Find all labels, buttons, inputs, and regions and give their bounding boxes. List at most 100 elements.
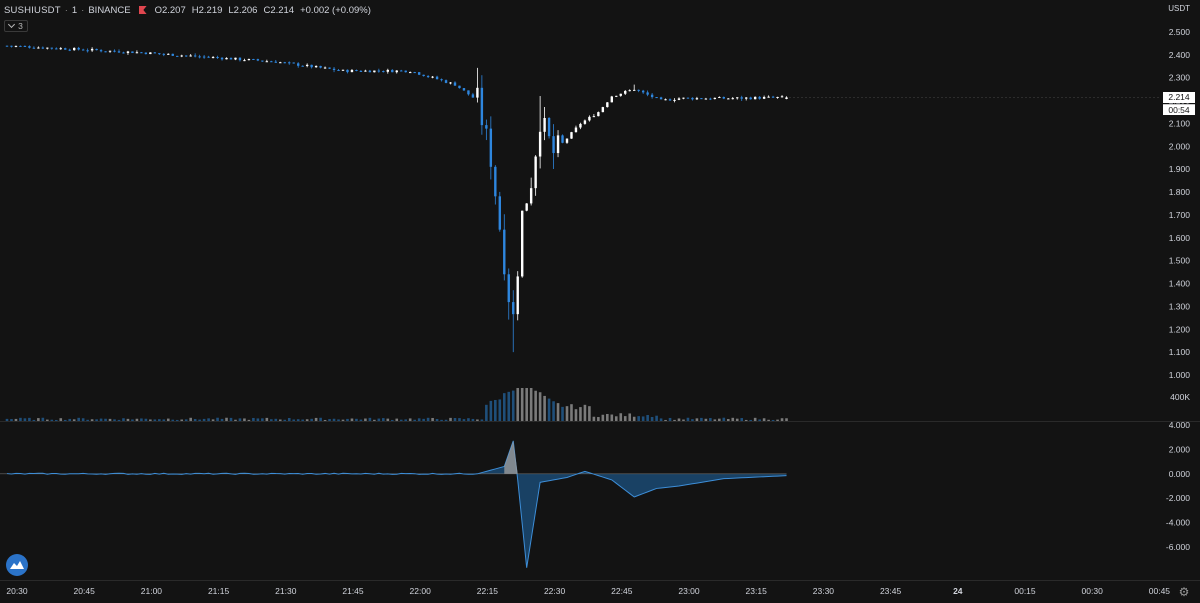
low-value: L2.206 xyxy=(228,4,258,16)
candle-body xyxy=(337,69,340,71)
volume-bar xyxy=(476,419,479,421)
price-pane[interactable] xyxy=(5,45,1160,353)
candle-body xyxy=(601,107,605,113)
volume-pane xyxy=(5,388,788,421)
symbol-name[interactable]: SUSHIUSDT xyxy=(4,4,61,16)
volume-bar xyxy=(390,419,394,421)
volume-bar xyxy=(695,418,699,421)
candle-body xyxy=(144,52,148,55)
candle-body xyxy=(489,128,493,167)
volume-bar xyxy=(758,419,761,421)
volume-bar xyxy=(538,392,542,421)
volume-bar xyxy=(368,417,372,421)
time-tick-label: 22:30 xyxy=(544,586,566,596)
candle-body xyxy=(158,53,161,55)
candle-body xyxy=(597,112,600,117)
volume-bar xyxy=(59,418,63,421)
candle-body xyxy=(565,138,569,143)
close-value: C2.214 xyxy=(263,4,295,16)
volume-bar xyxy=(292,419,296,421)
volume-bar xyxy=(614,416,618,421)
candle-body xyxy=(234,57,237,60)
candle-body xyxy=(64,48,67,50)
candle-body xyxy=(525,203,528,211)
indicators-toggle-button[interactable]: 3 xyxy=(4,20,28,32)
candle-body xyxy=(507,274,510,303)
candle-body xyxy=(740,97,743,99)
volume-bar xyxy=(341,419,345,421)
volume-bar xyxy=(265,417,269,421)
volume-bar xyxy=(709,418,712,421)
volume-bar xyxy=(46,419,49,421)
volume-bar xyxy=(207,418,210,421)
candle-body xyxy=(32,47,36,49)
candle-body xyxy=(467,90,470,95)
volume-bar xyxy=(189,417,192,421)
volume-bar xyxy=(516,388,520,421)
volume-bar xyxy=(431,417,434,421)
candle-body xyxy=(583,120,587,124)
volume-bar xyxy=(641,416,645,421)
candle-body xyxy=(122,52,125,54)
volume-bar xyxy=(467,418,470,421)
volume-bar xyxy=(650,416,654,421)
candle-body xyxy=(574,127,578,133)
candle-body xyxy=(341,69,345,71)
candle-body xyxy=(256,59,260,61)
volume-bar xyxy=(283,419,287,421)
indicator-count: 3 xyxy=(18,21,23,31)
candle-body xyxy=(373,70,376,73)
tradingview-logo[interactable] xyxy=(6,554,28,576)
price-tick-label: 1.100 xyxy=(1169,347,1191,357)
volume-bar xyxy=(408,418,412,421)
candle-body xyxy=(243,60,246,62)
exchange-label: BINANCE xyxy=(88,4,131,16)
oscillator-positive-spike xyxy=(504,440,518,474)
candle-body xyxy=(745,97,748,99)
candle-body xyxy=(673,99,676,101)
candle-body xyxy=(149,52,152,55)
volume-bar xyxy=(359,419,363,421)
time-tick-label: 23:00 xyxy=(678,586,700,596)
volume-bar xyxy=(386,418,390,421)
oscillator-pane[interactable] xyxy=(0,440,787,568)
candle-body xyxy=(90,48,94,51)
volume-bar xyxy=(274,418,278,421)
candle-body xyxy=(534,156,537,189)
candle-body xyxy=(619,93,622,96)
settings-gear-icon[interactable]: ⚙ xyxy=(1178,585,1190,599)
candle-body xyxy=(323,67,327,69)
price-tick-label: 2.100 xyxy=(1169,118,1191,128)
volume-bar xyxy=(301,419,304,421)
candle-body xyxy=(444,80,448,83)
candle-body xyxy=(288,62,291,64)
flag-icon[interactable] xyxy=(138,6,147,14)
currency-label[interactable]: USDT xyxy=(1168,4,1190,13)
volume-bar xyxy=(628,413,632,421)
volume-bar xyxy=(623,416,627,421)
volume-bar xyxy=(485,404,488,421)
volume-bar xyxy=(81,418,85,421)
volume-bar xyxy=(453,417,457,421)
volume-bar xyxy=(117,419,121,421)
volume-bar xyxy=(673,419,676,421)
volume-bar xyxy=(664,419,667,421)
candle-body xyxy=(211,57,215,59)
candle-body xyxy=(301,65,304,67)
volume-bar xyxy=(735,418,739,421)
candle-body xyxy=(637,89,640,91)
candle-body xyxy=(46,47,49,49)
candle-body xyxy=(225,57,228,60)
oscillator-tick-label: 4.000 xyxy=(1169,420,1191,430)
candle-body xyxy=(346,69,349,73)
price-tick-label: 2.000 xyxy=(1169,141,1191,151)
volume-bar xyxy=(296,419,300,421)
interval-label[interactable]: 1 xyxy=(71,4,78,16)
candle-body xyxy=(753,96,757,100)
volume-bar xyxy=(278,419,282,421)
volume-bar xyxy=(520,388,524,421)
candle-body xyxy=(718,97,721,99)
symbol-header[interactable]: SUSHIUSDT · 1 · BINANCE O2.207 H2.219 L2… xyxy=(4,4,371,16)
volume-bar xyxy=(753,417,757,421)
